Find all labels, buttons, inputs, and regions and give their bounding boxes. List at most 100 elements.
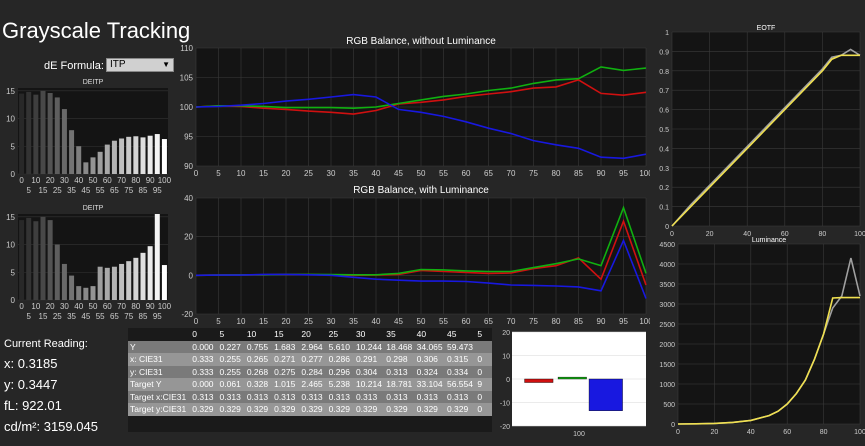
deitp-bar [97,151,103,174]
table-cell: 0.313 [384,390,415,403]
y-tick-label: 0 [665,224,669,231]
deitp-bar [69,275,75,300]
x-tick-label: 30 [60,176,69,185]
table-cell: 0 [475,353,492,366]
x-tick-label: 95 [619,317,628,326]
deitp-bar [90,157,96,174]
x-tick-label: 40 [372,317,381,326]
deitp-bar [90,286,96,300]
deitp-bar [147,135,153,174]
x-tick-label: 20 [282,317,291,326]
plot-area [678,244,860,424]
deitp-bar [19,220,25,300]
deitp-bar [161,139,167,174]
deitp-bar [133,136,139,174]
x-tick-label: 65 [484,317,493,326]
deitp-bar [154,214,160,300]
x-tick-label: 60 [781,231,789,238]
y-tick-label: 0.3 [659,166,669,173]
table-cell: 0.313 [190,390,218,403]
x-tick-label: 0 [194,317,199,326]
row-label: Target x:CIE31 [128,390,191,403]
table-cell: 0.306 [414,353,445,366]
x-tick-label: 0 [19,302,24,311]
row-label: x: CIE31 [128,353,191,366]
y-tick-label: 4500 [659,242,675,249]
table-cell: 0 [475,403,492,416]
deitp-bar [83,162,89,174]
eotf-chart: EOTF 0 0.1 0.2 0.3 0.4 0.5 0.6 0.7 0.8 0.9 1 0 20 40 60… [659,25,865,238]
deitp-bar [33,94,39,174]
y-tick-label: 40 [184,194,193,203]
x-tick-label: 60 [783,429,791,436]
y-tick-label: -20 [181,310,193,319]
x-tick-label: 85 [139,186,148,195]
row-label: y: CIE31 [128,365,191,378]
table-cell: 0.313 [353,390,385,403]
table-header-cell: 25 [326,328,354,341]
deitp-bar [111,266,117,300]
table-row: Target x:CIE31 0.313 0.313 0.313 0.313 0.313 0… [128,390,492,403]
table-cell: 0.000 [190,340,218,353]
x-tick-label: 75 [529,317,538,326]
y-tick-label: 10 [6,115,15,124]
series-line-blue [195,93,647,160]
deitp-bar [69,130,75,174]
table-header-cell: 15 [272,328,300,341]
table-cell: 0.755 [244,340,273,353]
deitp-bar [104,144,110,174]
table-cell: 0.284 [299,365,327,378]
x-tick-label: 10 [31,176,40,185]
luminance-chart: Luminance0500100015002000250030003500400… [659,237,865,436]
x-tick-label: 100 [854,429,865,436]
x-tick-label: 5 [216,169,221,178]
series-line-measured [677,296,860,425]
table-header-cell: 45 [444,328,476,341]
table-cell: 0.333 [190,353,218,366]
x-tick-label: 45 [394,169,403,178]
table-cell: 0.313 [299,390,327,403]
table-cell: 0.334 [444,365,476,378]
de-formula-select[interactable]: ITP ▼ [106,58,174,72]
x-tick-label: 35 [349,317,358,326]
x-tick-label: 35 [67,312,76,321]
y-tick-label: 0 [671,422,675,429]
table-cell: 59.473 [444,340,476,353]
table-cell: 0 [475,365,492,378]
y-tick-label: 5 [11,268,16,277]
y-tick-label: 20 [502,330,510,337]
x-tick-label: 100 [639,169,650,178]
table-cell: 0.315 [444,353,476,366]
x-tick-label: 55 [439,317,448,326]
table-header-cell: 20 [299,328,327,341]
x-tick-label: 60 [103,302,112,311]
x-tick-label: 55 [96,186,105,195]
x-tick-label: 15 [39,186,48,195]
x-tick-label: 100 [158,176,172,185]
de-formula-value: ITP [110,59,126,70]
deitp-bar [76,286,82,300]
y-tick-label: 2000 [659,342,675,349]
series-line-measured [671,54,860,227]
deitp-bar [104,267,110,300]
deitp-bar [40,216,46,300]
x-tick-label: 15 [259,317,268,326]
table-cell: 18.781 [384,378,415,391]
y-tick-label: 1500 [659,362,675,369]
table-header-cell: 5 [475,328,492,341]
x-tick-label: 25 [304,317,313,326]
deitp-bar [147,246,153,300]
x-tick-label: 85 [139,312,148,321]
table-cell: 0.324 [414,365,445,378]
x-tick-label: 80 [131,302,140,311]
measurement-table[interactable]: 0 5 10 15 20 25 30 35 40 45 5 Y 0.000 0.227 0.755 1.683… [128,328,492,432]
table-cell: 2.465 [299,378,327,391]
chevron-down-icon: ▼ [162,60,170,69]
table-cell [475,340,492,353]
table-cell: 0.268 [244,365,273,378]
table-header-cell: 0 [190,328,218,341]
x-tick-label: 35 [67,186,76,195]
y-tick-label: 0.2 [659,185,669,192]
deitp-bar [119,138,125,174]
